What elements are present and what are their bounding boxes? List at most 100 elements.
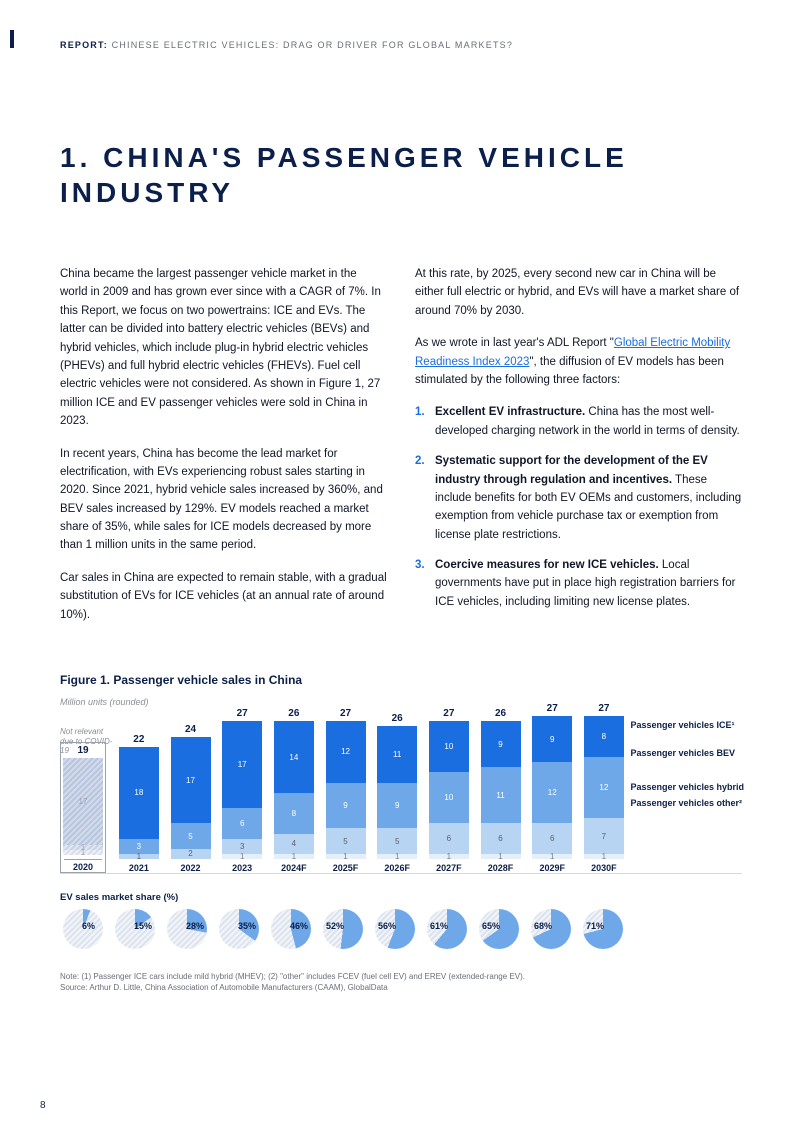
- pie-label: 52%: [326, 921, 344, 931]
- seg-bev: 9: [377, 783, 417, 829]
- para-4: At this rate, by 2025, every second new …: [415, 265, 742, 320]
- seg-hybrid: 7: [584, 818, 624, 854]
- year-col-2028F: 26161192028F: [478, 708, 524, 873]
- pie-65: 65%: [476, 909, 522, 949]
- seg-other: 1: [481, 854, 521, 859]
- seg-ice: 17: [171, 737, 211, 824]
- pie-label: 68%: [534, 921, 552, 931]
- factor-2: Systematic support for the development o…: [415, 452, 742, 544]
- para-2: In recent years, China has become the le…: [60, 445, 387, 555]
- total-label: 27: [237, 708, 248, 719]
- pie-56: 56%: [372, 909, 418, 949]
- year-col-2030F: 27 17128 2030F: [581, 703, 627, 873]
- seg-other: 1: [222, 854, 262, 859]
- seg-other: 1: [584, 854, 624, 859]
- year-label: 2020: [64, 859, 102, 872]
- year-col-2027F: 271610102027F: [426, 708, 472, 873]
- seg-ice: 8: [584, 716, 624, 757]
- page-number: 8: [40, 1100, 46, 1111]
- seg-other: 1: [377, 854, 417, 859]
- seg-ice: 9: [481, 721, 521, 767]
- year-label: 2026F: [384, 863, 410, 873]
- seg-other: 1: [274, 854, 314, 859]
- pie-52: 52%: [320, 909, 366, 949]
- seg-hybrid: 4: [274, 834, 314, 854]
- factor-3-bold: Coercive measures for new ICE vehicles.: [435, 559, 659, 571]
- seg-hybrid: 2: [171, 849, 211, 859]
- year-col-2024F: 26148142024F: [271, 708, 317, 873]
- seg-bev: 12: [532, 762, 572, 823]
- year-label: 2022: [180, 863, 200, 873]
- seg-ice: 17: [222, 721, 262, 808]
- seg-bev: 12: [584, 757, 624, 818]
- seg-bev: 5: [171, 823, 211, 849]
- pie-label: 61%: [430, 921, 448, 931]
- year-label: 2025F: [333, 863, 359, 873]
- pie-label: 71%: [586, 921, 604, 931]
- seg-hybrid: 1: [63, 850, 103, 855]
- total-label: 27: [340, 708, 351, 719]
- total-label: 27: [598, 703, 609, 714]
- year-label: 2023: [232, 863, 252, 873]
- legend-other: Passenger vehicles other²: [630, 799, 744, 809]
- pie-row: 6% 15%28%35% 46% 52% 56% 61% 65% 68% 71%: [60, 909, 742, 949]
- section-title: 1. CHINA'S PASSENGER VEHICLE INDUSTRY: [60, 140, 742, 210]
- pie-15: 15%: [112, 909, 158, 949]
- left-column: China became the largest passenger vehic…: [60, 265, 387, 638]
- year-col-2023: 27136172023: [219, 708, 265, 873]
- pie-label: 65%: [482, 921, 500, 931]
- pie-6: 6%: [60, 909, 106, 949]
- factor-3: Coercive measures for new ICE vehicles. …: [415, 556, 742, 611]
- pie-28: 28%: [164, 909, 210, 949]
- seg-ice: 18: [119, 747, 159, 839]
- year-label: 2021: [129, 863, 149, 873]
- seg-hybrid: 6: [481, 823, 521, 854]
- year-col-2021: 2213182021: [116, 734, 162, 873]
- seg-bev: 11: [481, 767, 521, 823]
- legend-hybrid: Passenger vehicles hybrid: [630, 783, 744, 793]
- pie-68: 68%: [528, 909, 574, 949]
- pie-label: 6%: [82, 921, 95, 931]
- report-header: REPORT: CHINESE ELECTRIC VEHICLES: DRAG …: [60, 40, 742, 50]
- side-mark: [10, 30, 14, 48]
- seg-hybrid: 6: [429, 823, 469, 854]
- para-1: China became the largest passenger vehic…: [60, 265, 387, 431]
- pie-71: 71%: [580, 909, 626, 949]
- body-columns: China became the largest passenger vehic…: [60, 265, 742, 638]
- figure-units: Million units (rounded): [60, 697, 742, 707]
- seg-other: 1: [532, 854, 572, 859]
- footnote-source: Source: Arthur D. Little, China Associat…: [60, 982, 742, 993]
- para-5: As we wrote in last year's ADL Report "G…: [415, 334, 742, 389]
- footnotes: Note: (1) Passenger ICE cars include mil…: [60, 971, 742, 993]
- total-label: 26: [495, 708, 506, 719]
- report-title: CHINESE ELECTRIC VEHICLES: DRAG OR DRIVE…: [112, 40, 513, 50]
- legend-ice: Passenger vehicles ICE¹: [630, 721, 744, 731]
- total-label: 19: [77, 745, 88, 756]
- pie-35: 35%: [216, 909, 262, 949]
- year-col-2025F: 27159122025F: [323, 708, 369, 873]
- seg-other: 1: [326, 854, 366, 859]
- seg-bev: 9: [326, 783, 366, 829]
- factor-2-bold: Systematic support for the development o…: [435, 455, 708, 485]
- year-col-2029F: 27161292029F: [529, 703, 575, 873]
- factor-1-bold: Excellent EV infrastructure.: [435, 406, 585, 418]
- pie-61: 61%: [424, 909, 470, 949]
- factor-1: Excellent EV infrastructure. China has t…: [415, 403, 742, 440]
- year-label: 2030F: [591, 863, 617, 873]
- year-label: 2029F: [539, 863, 565, 873]
- total-label: 24: [185, 724, 196, 735]
- year-label: 2027F: [436, 863, 462, 873]
- year-label: 2024F: [281, 863, 307, 873]
- seg-bev: 8: [274, 793, 314, 834]
- chart-wrap: Not relevant due to COVID-19 19111720202…: [60, 709, 742, 874]
- total-label: 27: [443, 708, 454, 719]
- footnote-note: Note: (1) Passenger ICE cars include mil…: [60, 971, 742, 982]
- year-col-2022: 24 2517 2022: [168, 724, 214, 873]
- right-column: At this rate, by 2025, every second new …: [415, 265, 742, 638]
- seg-hybrid: 6: [532, 823, 572, 854]
- seg-hybrid: 5: [377, 828, 417, 854]
- chart-legend: Passenger vehicles ICE¹ Passenger vehicl…: [630, 721, 744, 809]
- total-label: 22: [133, 734, 144, 745]
- seg-hybrid: 5: [326, 828, 366, 854]
- pie-label: 46%: [290, 921, 308, 931]
